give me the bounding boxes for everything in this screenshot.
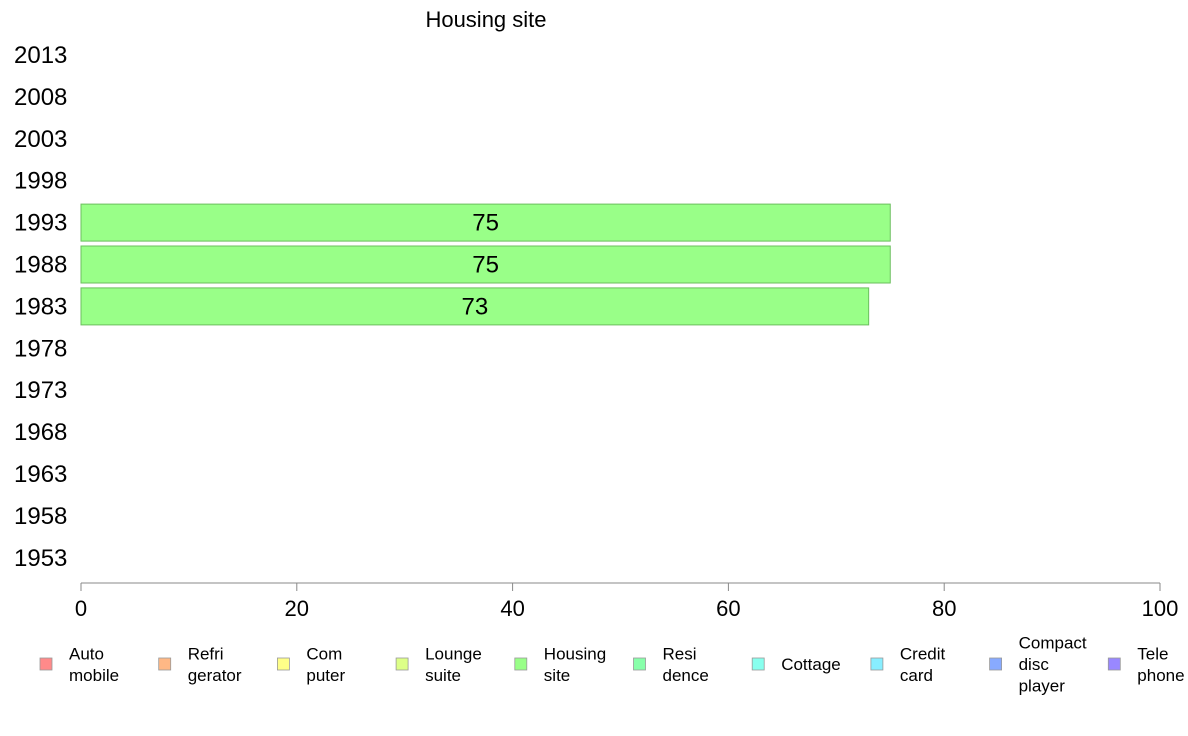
legend-label-tele-phone: Tele phone <box>1137 644 1184 685</box>
category-label-1993: 1993 <box>14 210 67 237</box>
legend-label-line: Refri <box>188 644 224 663</box>
legend-swatch-credit-card <box>870 657 884 671</box>
legend-label-cottage: Cottage <box>781 655 841 674</box>
category-label-2013: 2013 <box>14 42 67 69</box>
legend-label-housing-site: Housing site <box>544 644 606 685</box>
bars: 75 75 73 <box>80 203 891 326</box>
legend-swatch-cottage <box>751 657 765 671</box>
legend-label-line: Com <box>306 644 342 663</box>
category-labels: 2013 2008 2003 1998 1993 1988 1983 1978 1973 1968… <box>14 42 67 572</box>
legend-label-resi-dence: Resi dence <box>663 644 709 685</box>
legend-label-line: player <box>1019 677 1066 696</box>
legend-label-line: dence <box>663 666 709 685</box>
category-label-1973: 1973 <box>14 377 67 404</box>
bar-1993 <box>80 203 891 242</box>
legend-swatch-tele-phone <box>1107 657 1121 671</box>
x-tick-label-40: 40 <box>500 596 524 621</box>
legend-label-line: Tele <box>1137 644 1168 663</box>
category-label-1983: 1983 <box>14 293 67 320</box>
category-label-1998: 1998 <box>14 168 67 195</box>
category-label-1953: 1953 <box>14 545 67 572</box>
bar-1988 <box>80 245 891 284</box>
legend-label-line: mobile <box>69 666 119 685</box>
category-label-1988: 1988 <box>14 252 67 279</box>
legend-label-line: card <box>900 666 933 685</box>
legend-swatch-auto-mobile <box>39 657 53 671</box>
legend: Auto mobile Refri gerator Com puter Lounge suit… <box>39 634 1185 696</box>
legend-label-credit-card: Credit card <box>900 644 946 685</box>
x-tick-label-60: 60 <box>716 596 740 621</box>
x-tick-label-0: 0 <box>75 596 87 621</box>
legend-swatch-lounge-suite <box>395 657 409 671</box>
legend-swatch-compact-disc-player <box>989 657 1002 671</box>
category-label-1968: 1968 <box>14 419 67 446</box>
legend-label-lounge-suite: Lounge suite <box>425 644 482 685</box>
legend-label-line: Cottage <box>781 655 841 674</box>
legend-swatch-refri-gerator <box>158 657 172 671</box>
legend-label-line: Housing <box>544 644 606 663</box>
legend-label-compact-disc-player: Compact disc player <box>1019 634 1087 696</box>
data-label-1983: 73 <box>461 293 488 320</box>
legend-label-com-puter: Com puter <box>306 644 345 685</box>
legend-label-auto-mobile: Auto mobile <box>69 644 119 685</box>
legend-label-line: Lounge <box>425 644 482 663</box>
chart-title: Housing site <box>425 7 546 32</box>
category-label-1978: 1978 <box>14 335 67 362</box>
legend-label-line: Compact <box>1019 634 1087 653</box>
legend-label-line: Credit <box>900 644 946 663</box>
category-label-2008: 2008 <box>14 84 67 111</box>
category-label-1963: 1963 <box>14 461 67 488</box>
legend-swatch-com-puter <box>276 657 290 671</box>
x-tick-label-100: 100 <box>1142 596 1179 621</box>
data-label-1988: 75 <box>472 252 499 279</box>
legend-label-line: puter <box>306 666 345 685</box>
bar-1983 <box>80 287 870 326</box>
legend-label-line: site <box>544 666 570 685</box>
legend-label-line: suite <box>425 666 461 685</box>
category-label-1958: 1958 <box>14 503 67 530</box>
legend-label-line: phone <box>1137 666 1184 685</box>
legend-label-line: gerator <box>188 666 242 685</box>
legend-label-line: Auto <box>69 644 104 663</box>
legend-label-line: Resi <box>663 644 697 663</box>
legend-label-refri-gerator: Refri gerator <box>188 644 242 685</box>
data-label-1993: 75 <box>472 210 499 237</box>
legend-swatch-resi-dence <box>633 657 646 671</box>
legend-label-line: disc <box>1019 655 1050 674</box>
x-tick-label-20: 20 <box>285 596 309 621</box>
x-tick-label-80: 80 <box>932 596 956 621</box>
legend-swatch-housing-site <box>514 657 528 671</box>
x-ticks: 0 20 40 60 80 100 <box>75 583 1178 621</box>
category-label-2003: 2003 <box>14 126 67 153</box>
